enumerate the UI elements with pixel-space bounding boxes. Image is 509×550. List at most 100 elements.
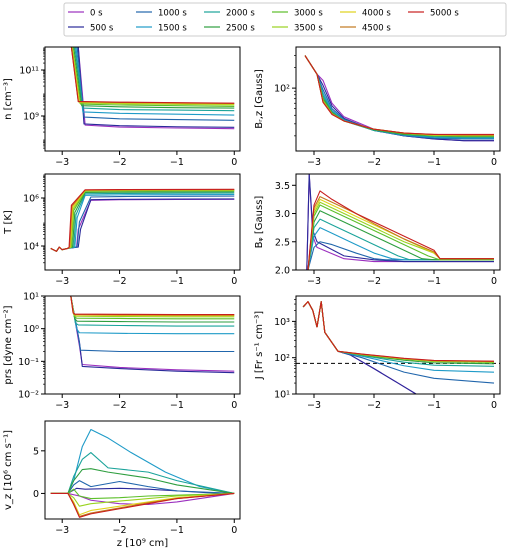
panel-density: −3 −2 −1 0 10⁹ 10¹¹ n [cm⁻³] bbox=[3, 46, 241, 168]
y-axis-label: n [cm⁻³] bbox=[3, 78, 14, 120]
y-tick-label: 10² bbox=[274, 353, 290, 364]
series-line-0-s bbox=[55, 47, 235, 130]
x-tick-label: 0 bbox=[491, 400, 497, 411]
series-line-3500-s bbox=[55, 47, 235, 106]
x-tick-label: −2 bbox=[367, 276, 381, 287]
axes-frame bbox=[295, 295, 501, 395]
x-tick-label: −2 bbox=[113, 157, 127, 168]
series-group bbox=[306, 174, 494, 270]
series-line-5000-s bbox=[302, 301, 495, 362]
legend-label: 2500 s bbox=[226, 24, 255, 34]
series-line-0-s bbox=[304, 55, 494, 142]
y-tick-label: 0 bbox=[33, 489, 39, 500]
legend-label: 0 s bbox=[90, 9, 103, 19]
series-line-3000-s bbox=[302, 301, 495, 363]
x-tick-label: −3 bbox=[55, 400, 69, 411]
series-line-5000-s bbox=[70, 296, 235, 316]
x-tick-label: 0 bbox=[491, 157, 497, 168]
y-axis-label: T [K] bbox=[3, 210, 14, 235]
series-line-2500-s bbox=[307, 210, 494, 270]
panel-pressure: −3 −2 −1 0 10⁻² 10⁻¹ 10⁰ 10¹ prs [dyne cm⁻²] bbox=[3, 292, 241, 411]
series-line-500-s bbox=[304, 55, 494, 142]
series-group bbox=[302, 301, 495, 394]
series-line-5000-s bbox=[50, 188, 235, 252]
series-line-3000-s bbox=[307, 204, 494, 270]
x-tick-label: −2 bbox=[367, 400, 381, 411]
y-axis-label: Bᵣ,z [Gauss] bbox=[254, 69, 265, 129]
panel-bfield_phi: −3 −2 −1 0 2.0 2.5 3.0 3.5 Bᵩ [Gauss] bbox=[254, 173, 501, 287]
x-tick-label: −3 bbox=[307, 276, 321, 287]
y-axis-label: J [Fr s⁻¹ cm⁻³] bbox=[254, 311, 265, 381]
x-tick-label: −3 bbox=[307, 400, 321, 411]
series-line-1000-s bbox=[50, 480, 235, 494]
x-tick-label: −3 bbox=[55, 525, 69, 536]
series-line-3500-s bbox=[304, 55, 494, 137]
series-line-4000-s bbox=[304, 55, 494, 136]
legend-label: 1500 s bbox=[158, 24, 187, 34]
x-axis-label: z [10⁹ cm] bbox=[117, 538, 168, 549]
axes-frame bbox=[44, 295, 241, 395]
y-tick-label: 10⁴ bbox=[23, 242, 39, 253]
series-line-2000-s bbox=[302, 301, 495, 367]
series-line-5000-s bbox=[307, 190, 494, 270]
y-tick-label: 2.0 bbox=[275, 266, 290, 277]
y-tick-label: 10¹ bbox=[23, 292, 39, 303]
series-line-500-s bbox=[70, 296, 235, 374]
series-line-1000-s bbox=[70, 296, 235, 353]
series-line-5000-s bbox=[55, 47, 235, 104]
series-line-1500-s bbox=[50, 428, 235, 494]
series-line-0-s bbox=[306, 174, 494, 270]
series-line-1000-s bbox=[304, 55, 494, 140]
legend-label: 500 s bbox=[90, 24, 114, 34]
axes-frame bbox=[44, 46, 241, 152]
series-line-1000-s bbox=[55, 47, 235, 121]
panel-temperature: −3 −2 −1 0 10⁴ 10⁶ T [K] bbox=[3, 173, 241, 287]
y-tick-label: 3.5 bbox=[275, 181, 290, 192]
panels-container: −3 −2 −1 0 10⁹ 10¹¹ n [cm⁻³] −3 −2 −1 0 10² Bᵣ,z [Ga… bbox=[3, 46, 501, 549]
series-group bbox=[70, 296, 235, 374]
legend-label: 5000 s bbox=[430, 9, 459, 19]
y-tick-label: 10² bbox=[274, 84, 290, 95]
legend-label: 2000 s bbox=[226, 9, 255, 19]
series-line-3000-s bbox=[304, 55, 494, 137]
x-tick-label: −3 bbox=[55, 276, 69, 287]
x-tick-label: −2 bbox=[113, 525, 127, 536]
axes-frame bbox=[295, 173, 501, 271]
series-line-2500-s bbox=[304, 55, 494, 138]
legend-frame bbox=[63, 2, 507, 37]
series-line-2000-s bbox=[304, 55, 494, 138]
series-line-2500-s bbox=[302, 301, 495, 365]
y-tick-label: 10⁰ bbox=[23, 324, 39, 335]
series-line-3500-s bbox=[302, 301, 495, 363]
series-group bbox=[50, 188, 235, 252]
y-tick-label: 10¹¹ bbox=[19, 65, 39, 76]
series-line-4500-s bbox=[304, 55, 494, 136]
y-tick-label: 2.5 bbox=[275, 237, 290, 248]
series-line-2000-s bbox=[55, 47, 235, 112]
legend-label: 4500 s bbox=[362, 24, 391, 34]
y-tick-label: 10¹ bbox=[274, 390, 290, 401]
series-line-1500-s bbox=[304, 55, 494, 139]
x-tick-label: −1 bbox=[427, 400, 441, 411]
y-tick-label: 10⁶ bbox=[23, 194, 39, 205]
x-tick-label: −1 bbox=[427, 276, 441, 287]
y-tick-label: 10⁹ bbox=[23, 111, 39, 122]
axes-frame bbox=[44, 173, 241, 271]
series-line-500-s bbox=[55, 47, 235, 128]
series-line-1500-s bbox=[55, 47, 235, 116]
x-tick-label: −3 bbox=[55, 157, 69, 168]
y-tick-label: 10³ bbox=[274, 317, 290, 328]
x-tick-label: −1 bbox=[170, 525, 184, 536]
y-tick-label: 10⁻¹ bbox=[18, 357, 39, 368]
series-group bbox=[304, 55, 494, 142]
series-line-3000-s bbox=[50, 488, 235, 500]
x-tick-label: −2 bbox=[367, 157, 381, 168]
series-line-2500-s bbox=[55, 47, 235, 109]
series-group bbox=[55, 47, 235, 130]
x-tick-label: −1 bbox=[170, 157, 184, 168]
y-tick-label: 5 bbox=[33, 446, 39, 457]
x-tick-label: −2 bbox=[113, 276, 127, 287]
series-line-4000-s bbox=[70, 296, 235, 317]
series-line-4500-s bbox=[302, 301, 495, 362]
x-tick-label: −2 bbox=[113, 400, 127, 411]
